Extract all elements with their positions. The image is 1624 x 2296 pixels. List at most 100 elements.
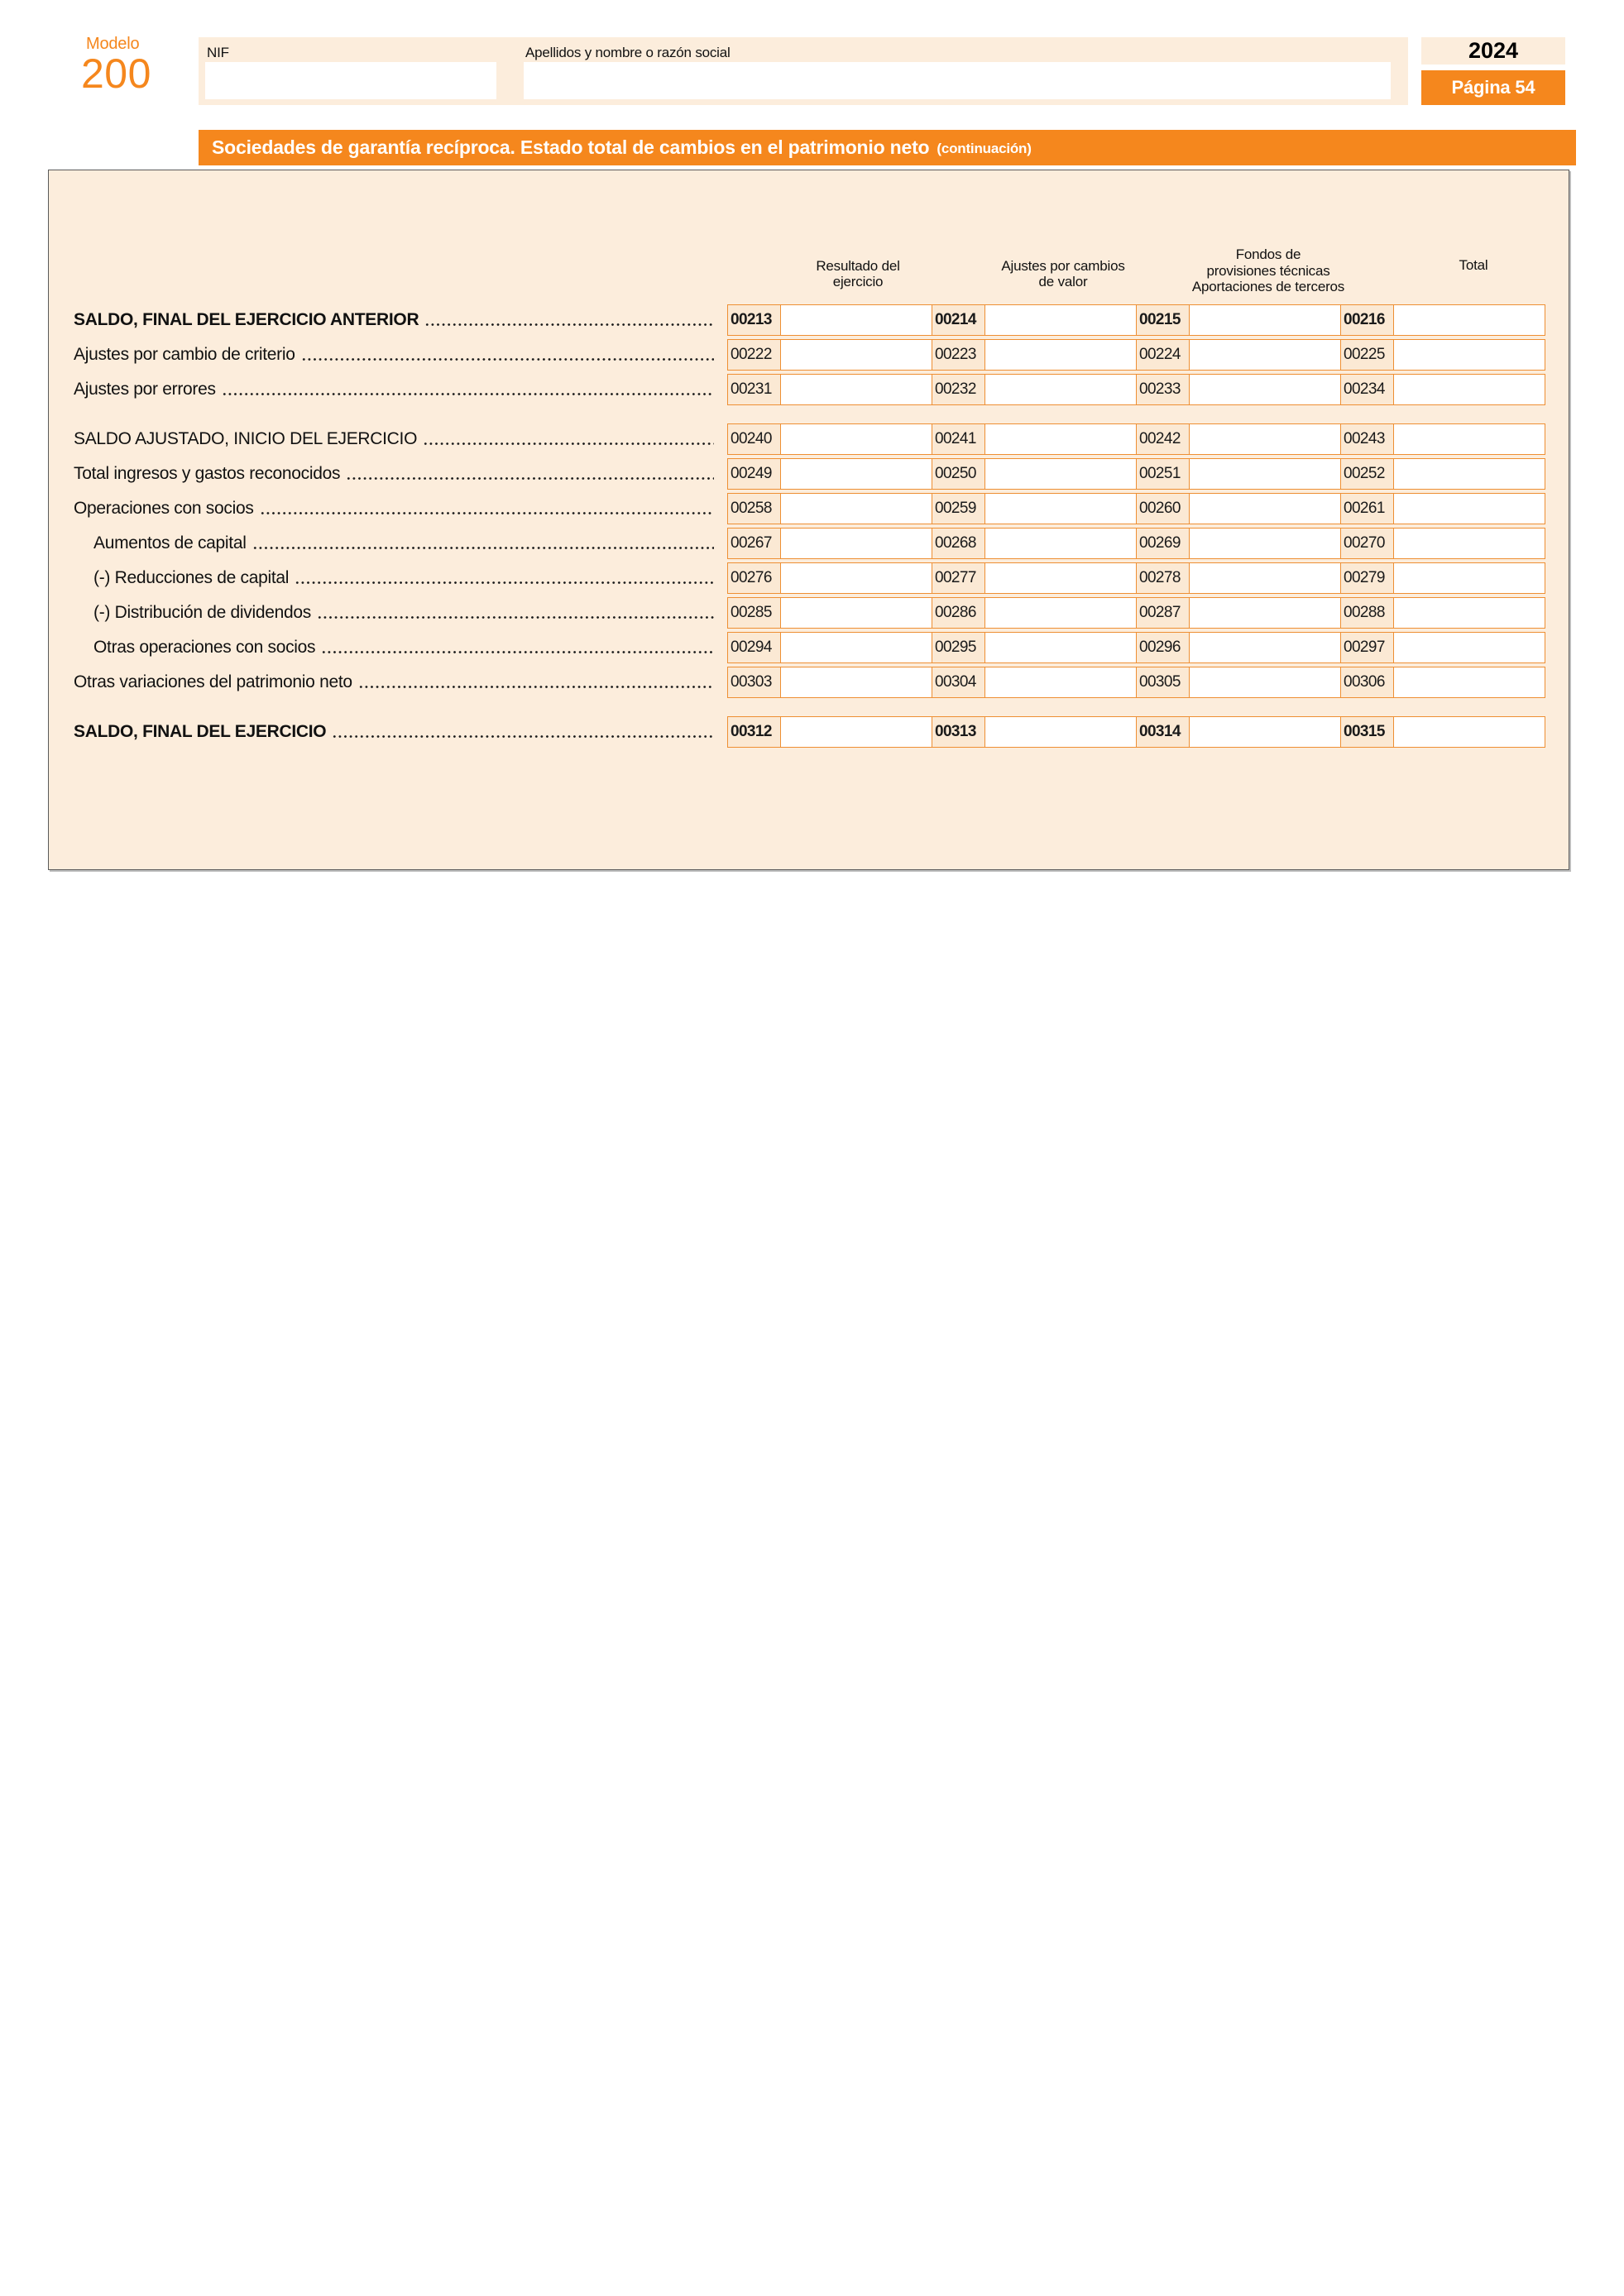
amount-field[interactable]: [1394, 633, 1545, 662]
row-label: SALDO, FINAL DEL EJERCICIO ANTERIOR: [74, 310, 419, 329]
amount-field[interactable]: [985, 459, 1136, 489]
section-title-note: (continuación): [937, 140, 1032, 156]
row-cells: 00231 00232 00233 00234: [727, 374, 1548, 405]
amount-cell: 00260: [1136, 493, 1341, 524]
row-cells: 00285 00286 00287 00288: [727, 597, 1548, 629]
amount-field[interactable]: [985, 598, 1136, 628]
code-badge: 00213: [728, 305, 781, 335]
amount-field[interactable]: [781, 717, 932, 747]
amount-field[interactable]: [1190, 305, 1340, 335]
amount-field[interactable]: [1394, 424, 1545, 454]
model-label: Modelo: [86, 35, 140, 53]
amount-field[interactable]: [985, 563, 1136, 593]
code-badge: 00269: [1137, 529, 1190, 558]
year-badge: 2024: [1421, 37, 1565, 65]
amount-field[interactable]: [985, 529, 1136, 558]
table-row: Aumentos de capital 00267 00268 00269 00270: [49, 528, 1569, 559]
amount-field[interactable]: [781, 667, 932, 697]
column-header: Total: [1459, 256, 1488, 273]
row-label: Otras variaciones del patrimonio neto: [74, 672, 352, 691]
row-label: (-) Distribución de dividendos: [93, 603, 311, 622]
amount-cell: 00276: [727, 562, 932, 594]
amount-field[interactable]: [781, 563, 932, 593]
column-header: Ajustes por cambios de valor: [1001, 257, 1125, 289]
table-row: Otras variaciones del patrimonio neto 003…: [49, 667, 1569, 698]
table-row: (-) Reducciones de capital 00276 00277 0027…: [49, 562, 1569, 594]
amount-field[interactable]: [1394, 717, 1545, 747]
table-row: Otras operaciones con socios 00294 00295 00…: [49, 632, 1569, 663]
amount-field[interactable]: [1190, 529, 1340, 558]
code-badge: 00312: [728, 717, 781, 747]
amount-field[interactable]: [1190, 667, 1340, 697]
amount-cell: 00305: [1136, 667, 1341, 698]
table-row: Ajustes por cambio de criterio 00222 00223…: [49, 339, 1569, 371]
amount-field[interactable]: [1394, 340, 1545, 370]
section-title-bar: Sociedades de garantía recíproca. Estado…: [199, 130, 1576, 165]
amount-field[interactable]: [985, 375, 1136, 404]
table-row: SALDO, FINAL DEL EJERCICIO ANTERIOR 00213…: [49, 304, 1569, 336]
amount-field[interactable]: [781, 340, 932, 370]
model-number: 200: [81, 50, 151, 97]
amount-field[interactable]: [985, 494, 1136, 524]
amount-field[interactable]: [781, 633, 932, 662]
amount-cell: 00312: [727, 716, 932, 748]
amount-field[interactable]: [1394, 667, 1545, 697]
row-groups: SALDO, FINAL DEL EJERCICIO ANTERIOR 00213…: [49, 304, 1569, 766]
amount-field[interactable]: [985, 305, 1136, 335]
row-label-cell: SALDO, FINAL DEL EJERCICIO ANTERIOR: [74, 304, 727, 336]
row-label: Ajustes por errores: [74, 380, 216, 399]
amount-field[interactable]: [781, 494, 932, 524]
amount-cell: 00215: [1136, 304, 1341, 336]
amount-cell: 00294: [727, 632, 932, 663]
amount-field[interactable]: [781, 375, 932, 404]
amount-cell: 00224: [1136, 339, 1341, 371]
row-label-cell: SALDO AJUSTADO, INICIO DEL EJERCICIO: [74, 423, 727, 455]
amount-field[interactable]: [781, 305, 932, 335]
amount-cell: 00285: [727, 597, 932, 629]
amount-field[interactable]: [1190, 424, 1340, 454]
code-badge: 00249: [728, 459, 781, 489]
amount-field[interactable]: [781, 459, 932, 489]
row-group: SALDO, FINAL DEL EJERCICIO ANTERIOR 00213…: [49, 304, 1569, 405]
amount-field[interactable]: [1190, 598, 1340, 628]
row-label-cell: Total ingresos y gastos reconocidos: [74, 458, 727, 490]
amount-field[interactable]: [985, 633, 1136, 662]
amount-field[interactable]: [1190, 633, 1340, 662]
statement-table-panel: Resultado del ejercicio Ajustes por cambi…: [48, 170, 1569, 870]
amount-field[interactable]: [1394, 563, 1545, 593]
amount-field[interactable]: [985, 340, 1136, 370]
amount-field[interactable]: [1190, 375, 1340, 404]
amount-field[interactable]: [1394, 494, 1545, 524]
amount-field[interactable]: [1190, 563, 1340, 593]
amount-cell: 00258: [727, 493, 932, 524]
amount-cell: 00287: [1136, 597, 1341, 629]
amount-cell: 00269: [1136, 528, 1341, 559]
amount-field[interactable]: [985, 717, 1136, 747]
amount-field[interactable]: [1394, 459, 1545, 489]
amount-field[interactable]: [1394, 598, 1545, 628]
amount-field[interactable]: [1190, 459, 1340, 489]
table-row: SALDO AJUSTADO, INICIO DEL EJERCICIO 0024…: [49, 423, 1569, 455]
nif-input[interactable]: [205, 62, 496, 99]
amount-field[interactable]: [1394, 305, 1545, 335]
dot-leader: [346, 458, 714, 490]
name-input[interactable]: [524, 62, 1391, 99]
amount-field[interactable]: [1190, 494, 1340, 524]
code-badge: 00314: [1137, 717, 1190, 747]
amount-field[interactable]: [1190, 340, 1340, 370]
amount-field[interactable]: [781, 598, 932, 628]
amount-field[interactable]: [781, 529, 932, 558]
amount-cell: 00216: [1340, 304, 1545, 336]
amount-field[interactable]: [1394, 529, 1545, 558]
amount-cell: 00259: [932, 493, 1137, 524]
amount-field[interactable]: [781, 424, 932, 454]
dot-leader: [259, 493, 714, 524]
row-label-cell: Operaciones con socios: [74, 493, 727, 524]
row-cells: 00303 00304 00305 00306: [727, 667, 1548, 698]
amount-field[interactable]: [985, 424, 1136, 454]
amount-field[interactable]: [1190, 717, 1340, 747]
amount-field[interactable]: [1394, 375, 1545, 404]
amount-field[interactable]: [985, 667, 1136, 697]
dot-leader: [423, 423, 714, 455]
code-badge: 00231: [728, 375, 781, 404]
